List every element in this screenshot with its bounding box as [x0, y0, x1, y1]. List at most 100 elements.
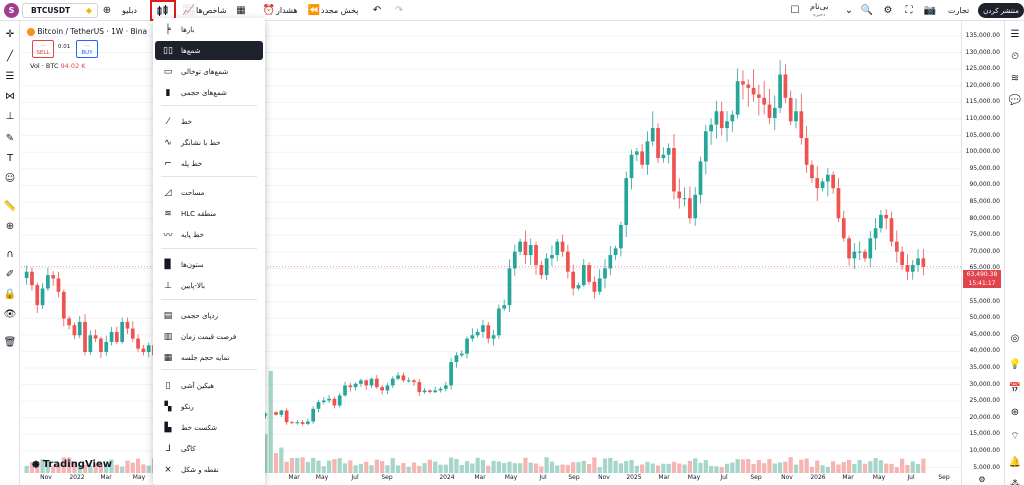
sell-button[interactable]: … SELL: [32, 40, 54, 58]
chart-type-option-label: خط پله: [181, 159, 203, 168]
chart-type-option[interactable]: ◿ مساحت: [155, 183, 263, 202]
user-avatar[interactable]: S: [4, 3, 19, 18]
chart-type-option[interactable]: ╞ بارها: [155, 20, 263, 39]
candle-body: [592, 281, 597, 292]
calendar-icon[interactable]: 📅: [1008, 382, 1022, 394]
crosshair-icon[interactable]: ✛: [5, 28, 15, 40]
layouts-button[interactable]: ▦: [234, 0, 248, 21]
layout-dropdown-button[interactable]: ⌄: [842, 0, 856, 21]
indicators-button[interactable]: 📈 شاخص‌ها: [182, 0, 227, 21]
redo-button[interactable]: ↷: [392, 0, 406, 21]
target-icon[interactable]: ◎: [1010, 332, 1020, 344]
emoji-icon[interactable]: ☺: [4, 172, 16, 184]
forecast-icon[interactable]: ⊥: [5, 110, 15, 122]
signal-icon[interactable]: ⌔: [1010, 430, 1020, 442]
volume-bar: [915, 464, 921, 473]
layers-icon[interactable]: ≋: [1010, 72, 1020, 84]
layout-name-label: بی‌نام: [810, 1, 829, 11]
ideas-icon[interactable]: 💡: [1008, 358, 1022, 370]
candle-body: [608, 255, 613, 269]
alerts-clock-icon[interactable]: ⏲: [1011, 50, 1019, 62]
zoom-in-icon[interactable]: ⊕: [5, 220, 15, 232]
fib-icon[interactable]: ☰: [5, 70, 15, 82]
candle-body: [810, 164, 814, 179]
quick-search-button[interactable]: 🔍: [860, 0, 874, 21]
chart-type-option[interactable]: ▯ هیکین آشی: [155, 376, 263, 395]
lock-drawing-icon[interactable]: ✐: [5, 268, 15, 280]
candle-body: [815, 178, 820, 189]
snapshot-button[interactable]: 📷: [923, 0, 937, 21]
chart-type-option[interactable]: ▯▯ شمع‌ها: [155, 41, 263, 60]
symbol-search-button[interactable]: BTCUSDT: [22, 3, 98, 18]
volume-bar: [512, 463, 517, 473]
candle-body: [433, 390, 438, 393]
redo-icon: ↷: [394, 5, 404, 16]
tv-logo-icon: 🞽: [32, 458, 40, 471]
help-icon[interactable]: ⁂: [1010, 478, 1020, 485]
settings-button[interactable]: ⚙: [881, 0, 895, 21]
notifications-icon[interactable]: 🔔: [1008, 456, 1022, 468]
volume-bar: [799, 459, 804, 473]
buy-button[interactable]: … BUY: [76, 40, 98, 58]
ruler-icon[interactable]: 📏: [3, 200, 17, 212]
chart-type-option[interactable]: 〰 خط پایه: [155, 225, 263, 244]
lock-icon[interactable]: 🔒: [3, 288, 17, 300]
chart-type-option[interactable]: ⁄ خط: [155, 112, 263, 131]
volume-bar: [141, 464, 146, 473]
brush-icon[interactable]: ✎: [5, 132, 15, 144]
trash-icon[interactable]: 🗑: [3, 336, 17, 348]
broadcast-icon[interactable]: ⊛: [1010, 406, 1020, 418]
volume-bar: [682, 464, 687, 473]
candle-body: [300, 422, 305, 424]
layout-save-sub: ذخیره: [813, 11, 826, 18]
candle-body: [910, 265, 915, 272]
candle-body: [428, 390, 432, 393]
eye-icon[interactable]: 👁: [3, 308, 17, 320]
layout-checkbox[interactable]: ☐: [788, 0, 802, 21]
chat-icon[interactable]: 💬: [1008, 94, 1022, 106]
chart-type-option[interactable]: ▭ شمع‌های توخالی: [155, 62, 263, 81]
axis-settings-icon[interactable]: ⚙: [978, 474, 986, 484]
chart-type-option[interactable]: ∿ خط با نشانگر: [155, 133, 263, 152]
chart-type-option[interactable]: ≋ HLC منطقه: [155, 204, 263, 223]
candle-body: [104, 341, 109, 352]
compare-add-button[interactable]: ⊕: [100, 0, 114, 21]
interval-button[interactable]: دبلیو: [122, 0, 137, 21]
chart-type-option[interactable]: ▥ فرصت قیمت زمان: [155, 327, 263, 346]
candle-body: [120, 321, 125, 342]
pattern-icon[interactable]: ⋈: [5, 90, 15, 102]
candle-body: [825, 174, 830, 182]
chart-type-option[interactable]: ⊥ بالا-پایین: [155, 276, 263, 295]
chart-type-option[interactable]: ▮ شمع‌های حجمی: [155, 83, 263, 102]
price-axis[interactable]: 135,000.00 130,000.00 125,000.00 120,000.00…: [961, 21, 1004, 485]
alert-button[interactable]: ⏰ هشدار: [262, 0, 298, 21]
trade-button[interactable]: تجارت: [948, 0, 969, 21]
price-tick-label: 130,000.00: [965, 48, 1000, 56]
candle-body: [597, 278, 602, 292]
volume-bar: [687, 460, 693, 473]
candle-body: [30, 271, 34, 286]
chart-type-option[interactable]: ⨯ نقطه و شکل: [155, 460, 263, 479]
publish-button[interactable]: منتشر کردن: [978, 3, 1024, 18]
chart-type-option[interactable]: ▉ ستون‌ها: [155, 255, 263, 274]
candle-body: [93, 335, 98, 339]
chart-type-option[interactable]: ▤ ردپای حجمی: [155, 306, 263, 325]
chart-type-option[interactable]: ⌐ خط پله: [155, 154, 263, 173]
layout-name-button[interactable]: بی‌نام ذخیره: [810, 0, 829, 21]
undo-button[interactable]: ↶: [370, 0, 384, 21]
text-icon[interactable]: T: [6, 152, 14, 164]
chart-type-option[interactable]: ᒧ کاگی: [155, 439, 263, 458]
candles-icon: [157, 4, 168, 16]
candle-body: [364, 380, 369, 386]
magnet-icon[interactable]: ∩: [6, 248, 14, 260]
candle-body: [698, 161, 703, 195]
replay-button[interactable]: ⏪ پخش مجدد: [307, 0, 359, 21]
fullscreen-button[interactable]: ⛶: [902, 0, 916, 21]
watchlist-icon[interactable]: ☰: [1010, 28, 1020, 40]
time-tick-label: Nov: [598, 474, 610, 481]
tradingview-logo[interactable]: 🞽 TradingView: [32, 456, 112, 473]
chart-type-option[interactable]: ▚ رنکو: [155, 397, 263, 416]
chart-type-option[interactable]: ▙ شکست خط: [155, 418, 263, 437]
chart-type-option[interactable]: ▦ نمایه حجم جلسه: [155, 348, 263, 367]
trend-line-icon[interactable]: ╱: [6, 50, 14, 62]
